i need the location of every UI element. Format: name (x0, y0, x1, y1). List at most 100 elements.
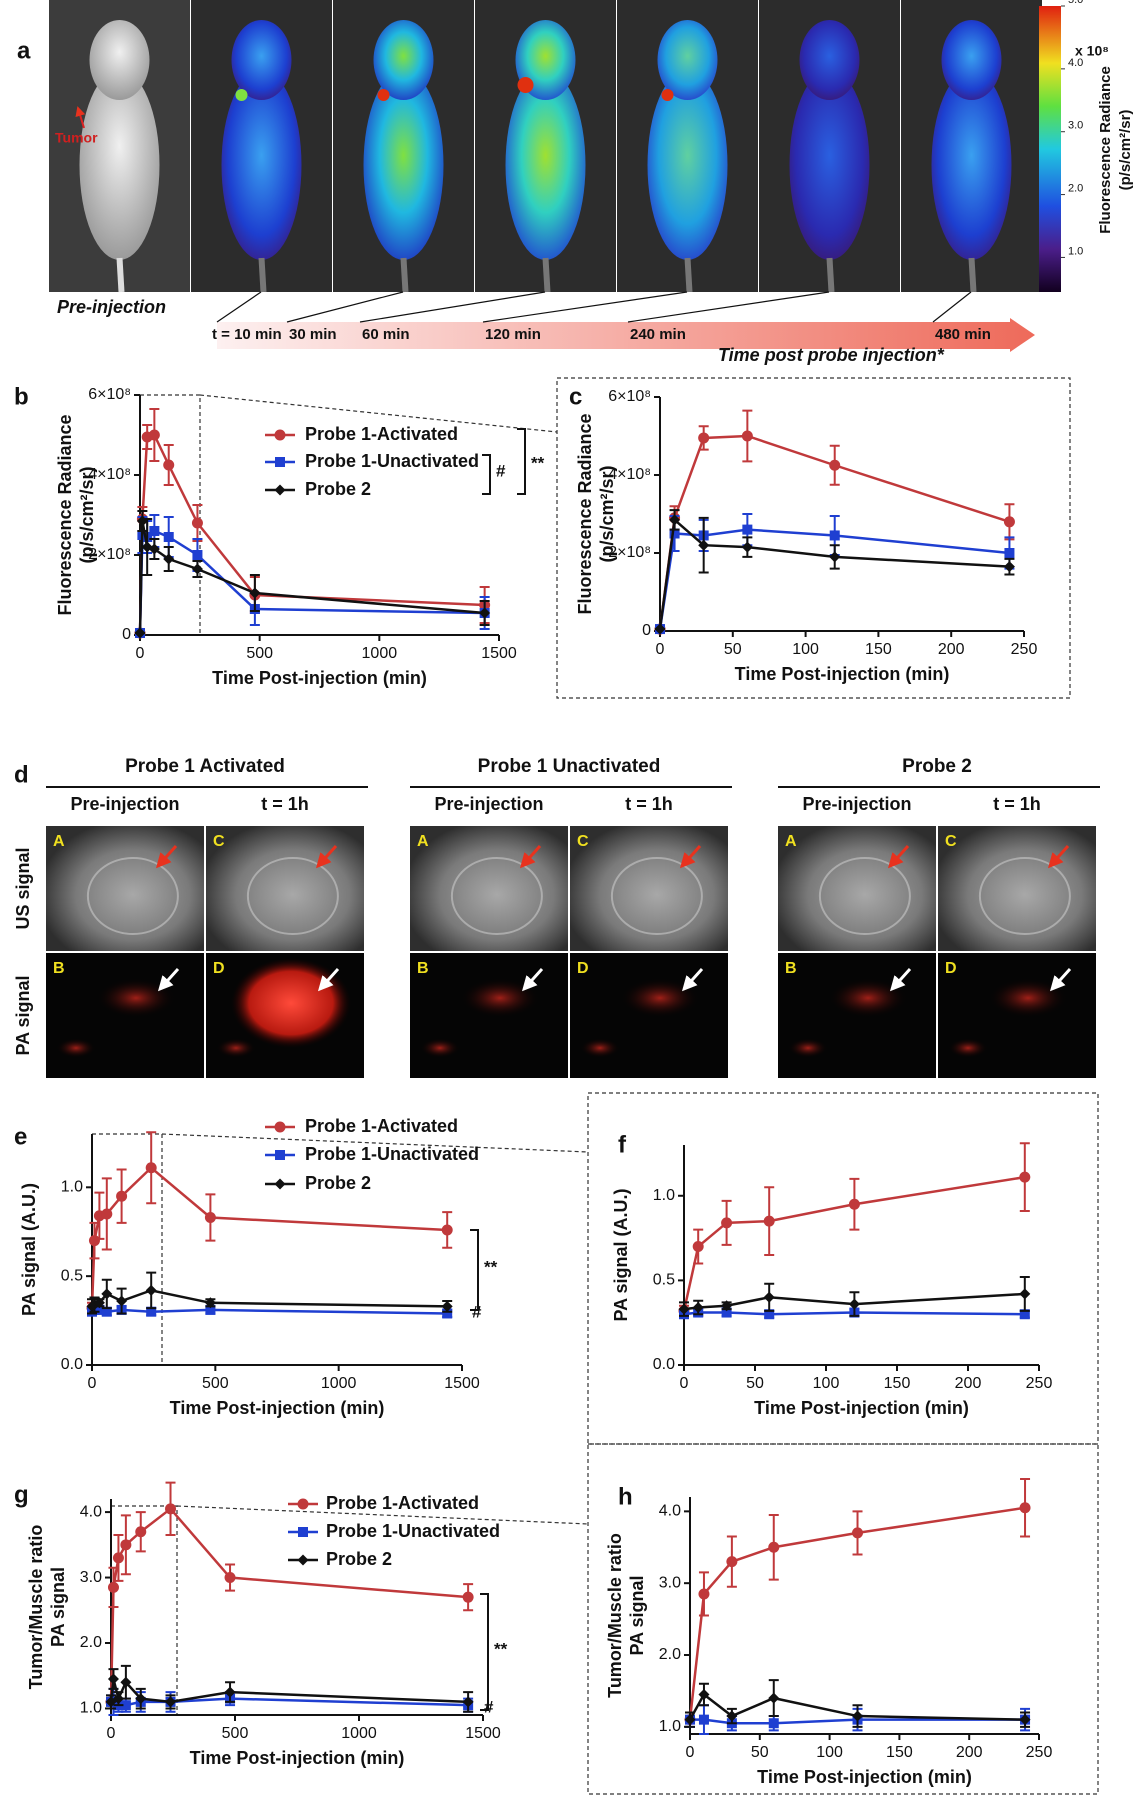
data-point (829, 459, 841, 471)
legend-label: Probe 1-Unactivated (326, 1521, 500, 1541)
x-tick-label: 100 (813, 1375, 840, 1392)
data-point (191, 563, 203, 575)
data-point (479, 607, 491, 619)
annotation: # (496, 461, 506, 480)
data-point (848, 1198, 860, 1210)
data-point (741, 430, 753, 442)
panel-letter: b (14, 383, 29, 410)
us-image (410, 826, 568, 951)
legend-marker (275, 457, 285, 467)
data-point (135, 1526, 147, 1538)
y-tick-label: 0.5 (653, 1272, 675, 1289)
data-point (205, 1304, 216, 1315)
y-axis-title: Tumor/Muscle ratio (26, 1525, 46, 1690)
y-tick-label: 0.0 (653, 1356, 675, 1373)
data-point (204, 1297, 216, 1309)
data-point (93, 1297, 105, 1309)
image-letter: D (577, 960, 589, 977)
data-point (224, 1686, 236, 1698)
data-point (163, 553, 175, 565)
legend-label: Probe 2 (305, 479, 371, 499)
tumor-hotspot (661, 89, 674, 101)
data-point (768, 1692, 780, 1704)
series-line (688, 1692, 1026, 1721)
legend-marker (298, 1527, 308, 1537)
y-tick-label: 1.0 (61, 1179, 83, 1196)
image-letter: D (213, 960, 225, 977)
x-tick-label: 100 (816, 1744, 843, 1761)
legend-label: Probe 1-Activated (305, 1116, 458, 1136)
data-point (741, 541, 753, 553)
panel-letter: g (14, 1481, 29, 1508)
time-pointer (216, 291, 262, 323)
zoom-connector (176, 1505, 589, 1525)
mouse-head (231, 20, 292, 100)
x-tick-label: 250 (1011, 641, 1038, 658)
pre-injection-label: Pre-injection (57, 297, 166, 317)
time-pointer (359, 291, 546, 323)
column-title: t = 1h (625, 794, 673, 814)
mouse-tail (826, 257, 835, 293)
x-tick-label: 1500 (465, 1725, 501, 1742)
zoom-region (139, 394, 201, 636)
pa-signal (460, 978, 540, 1018)
data-point (165, 1696, 177, 1708)
mouse-body (931, 70, 1012, 260)
y-axis-title: (p/s/cm²/sr) (77, 466, 97, 563)
y-tick-label: 6×10⁸ (608, 388, 651, 405)
time-pointer (482, 291, 688, 323)
panel-letter: f (618, 1131, 627, 1158)
x-tick-label: 500 (222, 1725, 249, 1742)
data-point (742, 524, 753, 535)
us-arrow (315, 844, 338, 869)
mouse-head (373, 20, 434, 100)
data-point (852, 1710, 864, 1722)
column-title: t = 1h (993, 794, 1041, 814)
pa-signal (788, 1038, 828, 1058)
data-point (88, 1235, 100, 1247)
panel-letter: a (17, 37, 31, 64)
x-tick-label: 250 (1026, 1375, 1053, 1392)
x-tick-label: 0 (686, 1744, 695, 1761)
image-letter: B (417, 960, 429, 977)
time-label: 480 min (935, 326, 991, 343)
pa-arrow (157, 967, 180, 992)
x-tick-label: 50 (746, 1375, 764, 1392)
us-arrow (155, 844, 178, 869)
tumor-hotspot (517, 77, 534, 93)
y-axis-title: (p/s/cm²/sr) (597, 465, 617, 562)
image-letter: C (945, 833, 957, 850)
time-pointer (627, 291, 830, 323)
pa-arrow (681, 967, 704, 992)
data-point (698, 1714, 709, 1725)
us-image (938, 826, 1096, 951)
annotation: ** (531, 453, 545, 472)
y-tick-label: 6×10⁸ (88, 386, 131, 403)
data-point (1019, 1288, 1031, 1300)
legend-marker (274, 429, 286, 441)
pa-signal (620, 978, 700, 1018)
series-line (658, 528, 1010, 630)
x-tick-label: 0 (88, 1375, 97, 1392)
x-tick-label: 500 (202, 1375, 229, 1392)
x-tick-label: 150 (884, 1375, 911, 1392)
mouse-body (221, 70, 302, 260)
data-point (101, 1288, 113, 1300)
x-axis-title: Time Post-injection (min) (170, 1398, 385, 1418)
pa-signal (96, 978, 176, 1018)
x-tick-label: 1000 (341, 1725, 377, 1742)
time-label: t = 10 min (212, 326, 282, 343)
legend-marker (275, 1150, 285, 1160)
y-tick-label: 2.0 (659, 1646, 681, 1663)
colorbar-tick-label: 1.0 (1068, 245, 1083, 257)
series-line (91, 1289, 448, 1308)
column-title: Pre-injection (802, 794, 911, 814)
tumor-label: Tumor (55, 130, 98, 146)
y-axis-title: Fluorescence Radiance (55, 414, 75, 615)
time-pointer (932, 291, 972, 323)
pa-signal (56, 1038, 96, 1058)
panel-letter: c (569, 383, 582, 410)
data-point (163, 459, 175, 471)
